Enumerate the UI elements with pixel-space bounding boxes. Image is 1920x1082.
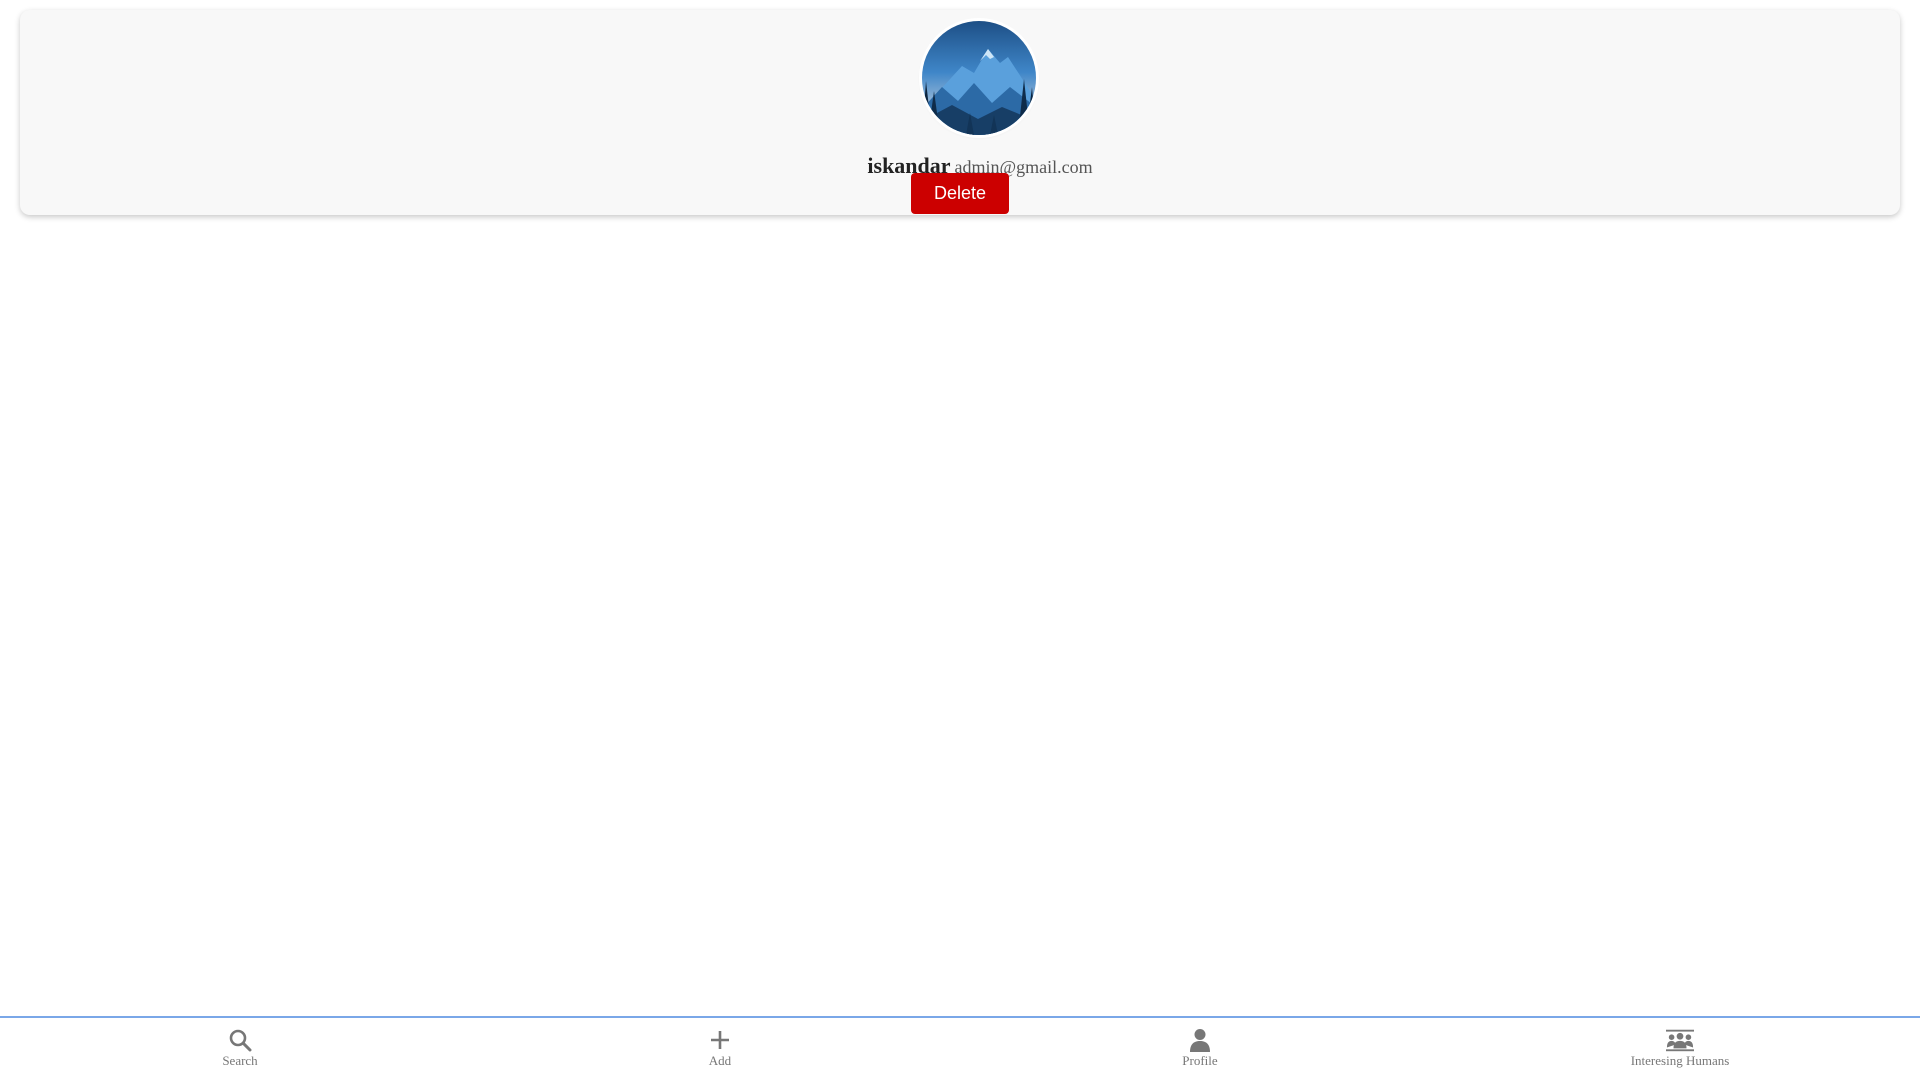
plus-icon	[706, 1028, 734, 1052]
nav-label-profile: Profile	[1182, 1053, 1218, 1068]
mountain-landscape-avatar	[922, 21, 1036, 135]
nav-label-add: Add	[708, 1053, 732, 1068]
nav-item-interesting-humans[interactable]: Interesing Humans	[1440, 1018, 1920, 1082]
person-icon	[1186, 1028, 1214, 1052]
user-email: admin@gmail.com	[954, 157, 1093, 177]
group-icon	[1666, 1028, 1694, 1052]
avatar	[922, 21, 1036, 135]
delete-button[interactable]: Delete	[911, 173, 1009, 214]
nav-item-search[interactable]: Search	[0, 1018, 480, 1082]
nav-label-interesting-humans: Interesing Humans	[1630, 1053, 1730, 1068]
nav-item-add[interactable]: Add	[480, 1018, 960, 1082]
nav-label-search: Search	[222, 1053, 258, 1068]
search-icon	[226, 1028, 254, 1052]
bottom-navigation: Search Add Profile	[0, 1016, 1920, 1082]
nav-item-profile[interactable]: Profile	[960, 1018, 1440, 1082]
